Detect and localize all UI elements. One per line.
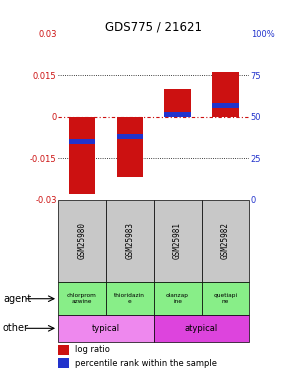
Text: GSM25982: GSM25982 [221, 222, 230, 260]
Text: atypical: atypical [185, 324, 218, 333]
Text: other: other [3, 323, 29, 333]
Bar [202, 200, 249, 282]
Bar [164, 89, 191, 117]
Text: percentile rank within the sample: percentile rank within the sample [75, 359, 217, 368]
Text: chlorprom
azwine: chlorprom azwine [67, 293, 97, 304]
Bar [58, 358, 70, 368]
Text: log ratio: log ratio [75, 345, 110, 354]
Bar [69, 117, 95, 194]
Text: typical: typical [92, 324, 120, 333]
Bar [106, 282, 154, 315]
Text: agent: agent [3, 294, 31, 304]
Text: quetiapi
ne: quetiapi ne [213, 293, 238, 304]
Text: thioridazin
e: thioridazin e [114, 293, 145, 304]
Bar [69, 139, 95, 144]
Bar [58, 345, 70, 355]
Bar [212, 72, 239, 117]
Text: GSM25981: GSM25981 [173, 222, 182, 260]
Text: GSM25983: GSM25983 [125, 222, 134, 260]
Bar [58, 315, 154, 342]
Bar [58, 200, 106, 282]
Bar [154, 315, 249, 342]
Bar [202, 282, 249, 315]
Text: GSM25980: GSM25980 [77, 222, 86, 260]
Bar [164, 112, 191, 117]
Bar [154, 282, 202, 315]
Bar [106, 200, 154, 282]
Bar [58, 282, 106, 315]
Title: GDS775 / 21621: GDS775 / 21621 [105, 21, 202, 34]
Bar [154, 200, 202, 282]
Bar [212, 102, 239, 108]
Text: olanzap
ine: olanzap ine [166, 293, 189, 304]
Bar [117, 134, 143, 139]
Bar [117, 117, 143, 177]
